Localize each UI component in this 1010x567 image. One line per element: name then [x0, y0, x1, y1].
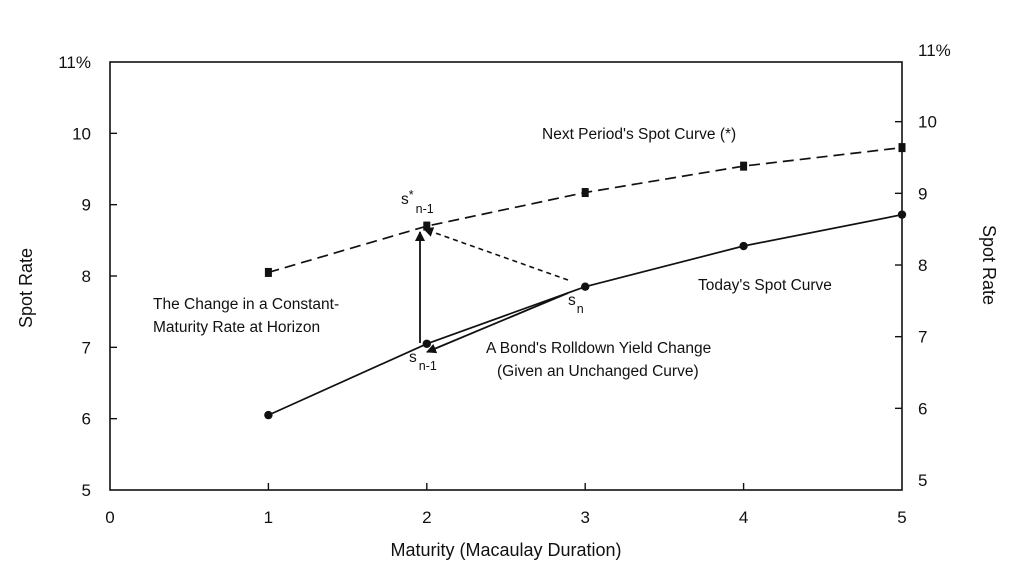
- y-axis-title-right: Spot Rate: [979, 225, 999, 305]
- next-period-curve-point: [423, 221, 431, 231]
- y-axis-title-left: Spot Rate: [16, 248, 36, 328]
- y-tick-label-right: 8: [918, 256, 927, 275]
- next-period-curve-point: [264, 267, 272, 277]
- x-tick-label: 1: [264, 508, 273, 527]
- next-period-curve-line: [268, 146, 903, 274]
- label-s-n-1: s n-1: [409, 349, 437, 373]
- horizon-dashed-arrow: [423, 227, 569, 281]
- constant-maturity-note: The Change in a Constant- Maturity Rate …: [153, 296, 343, 336]
- y-tick-label-right: 10: [918, 113, 937, 132]
- today-curve-point: [581, 282, 590, 291]
- y-tick-label-left: 11%: [58, 53, 91, 72]
- x-axis-title: Maturity (Macaulay Duration): [390, 540, 621, 560]
- today-curve-point: [739, 241, 748, 251]
- today-curve-point: [264, 410, 273, 420]
- next-period-curve-point: [581, 188, 589, 198]
- label-s-n: sn: [568, 292, 584, 316]
- y-tick-label-left: 5: [82, 481, 91, 500]
- next-period-curve-label: Next Period's Spot Curve (*): [542, 126, 736, 143]
- today-curve-label: Today's Spot Curve: [698, 277, 832, 294]
- x-tick-label: 2: [422, 508, 431, 527]
- x-tick-label: 5: [897, 508, 906, 527]
- next-period-curve-point: [740, 161, 748, 171]
- label-s-star-n-1: s*n-1: [401, 188, 434, 216]
- today-curve-point: [897, 210, 907, 219]
- rolldown-note: A Bond's Rolldown Yield Change (Given an…: [486, 340, 716, 380]
- y-tick-label-right: 6: [918, 399, 927, 418]
- y-tick-label-left: 10: [72, 124, 91, 143]
- today-curve-line: [268, 213, 903, 416]
- plot-frame: [109, 61, 903, 491]
- x-tick-label: 3: [580, 508, 589, 527]
- y-tick-label-left: 7: [82, 338, 91, 357]
- y-tick-label-right: 9: [918, 184, 927, 203]
- axis-ticks: [110, 120, 902, 490]
- today-curve-point: [422, 339, 431, 348]
- y-tick-label-right: 11%: [918, 41, 951, 60]
- next-period-curve-point: [898, 143, 906, 153]
- y-tick-label-right: 7: [918, 328, 927, 347]
- y-tick-label-left: 8: [82, 267, 91, 286]
- y-tick-label-left: 6: [82, 410, 91, 429]
- x-tick-label: 4: [739, 508, 748, 527]
- rolldown-arrow: [426, 292, 569, 354]
- y-tick-label-right: 5: [918, 471, 927, 490]
- x-tick-label: 0: [105, 508, 114, 527]
- y-tick-label-left: 9: [82, 196, 91, 215]
